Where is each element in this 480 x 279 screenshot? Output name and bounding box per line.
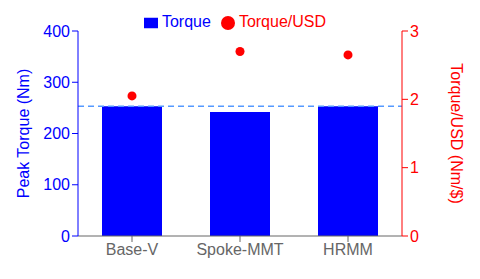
- svg-text:2: 2: [410, 91, 419, 108]
- svg-text:200: 200: [43, 125, 70, 142]
- svg-text:3: 3: [410, 23, 419, 40]
- svg-text:Spoke-MMT: Spoke-MMT: [196, 241, 283, 258]
- html-text:Torque/USD: Torque/USD: [238, 13, 326, 30]
- svg-text:Base-V: Base-V: [106, 241, 159, 258]
- svg-text:0: 0: [410, 228, 419, 245]
- svg-text:1: 1: [410, 159, 419, 176]
- svg-text:400: 400: [43, 23, 70, 40]
- svg-text:Torque/USD (Nm/$): Torque/USD (Nm/$): [448, 63, 465, 203]
- svg-text:HRMM: HRMM: [323, 241, 373, 258]
- html-text:Torque: Torque: [162, 13, 211, 30]
- svg-text:100: 100: [43, 176, 70, 193]
- svg-text:Peak Torque (Nm): Peak Torque (Nm): [15, 69, 32, 199]
- svg-text:300: 300: [43, 74, 70, 91]
- svg-text:0: 0: [61, 228, 70, 245]
